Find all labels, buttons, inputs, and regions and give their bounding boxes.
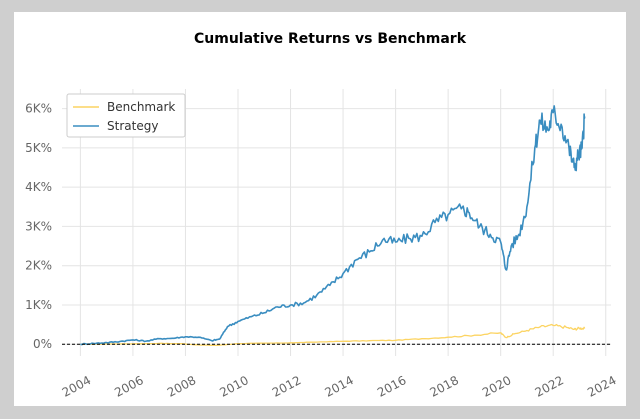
grid-layer: [62, 89, 611, 356]
y-tick-label: 3K%: [25, 219, 52, 233]
series-layer: [80, 105, 586, 347]
series-line-benchmark: [80, 323, 586, 347]
x-tick-label: 2022: [533, 373, 567, 400]
series-line-strategy: [80, 105, 586, 346]
y-tick-label: 5K%: [25, 141, 52, 155]
x-tick-label: 2014: [322, 373, 356, 400]
x-tick-label: 2024: [585, 373, 619, 400]
x-tick-label: 2018: [427, 373, 461, 400]
chart-panel: Cumulative Returns vs Benchmark 0% 1K% 2K%…: [14, 12, 626, 406]
x-tick-label: 2012: [270, 373, 304, 400]
x-tick-label: 2008: [165, 373, 199, 400]
y-tick-label: 1K%: [25, 298, 52, 312]
x-tick-label: 2006: [112, 373, 146, 400]
y-tick-label: 6K%: [25, 102, 52, 116]
y-tick-label: 4K%: [25, 180, 52, 194]
legend-label-benchmark: Benchmark: [107, 100, 175, 114]
y-tick-label: 0%: [33, 337, 52, 351]
x-tick-label: 2020: [480, 373, 514, 400]
chart-svg: Cumulative Returns vs Benchmark 0% 1K% 2K%…: [25, 31, 619, 400]
legend: Benchmark Strategy: [66, 93, 186, 138]
y-tick-label: 2K%: [25, 259, 52, 273]
x-tick-label: 2016: [375, 373, 409, 400]
legend-label-strategy: Strategy: [107, 119, 158, 133]
chart-title: Cumulative Returns vs Benchmark: [194, 31, 467, 47]
x-axis-ticks: 2004 2006 2008 2010 2012 2014 2016 2018 2020 2022…: [60, 373, 619, 400]
y-axis-ticks: 0% 1K% 2K% 3K% 4K% 5K% 6K%: [25, 102, 52, 352]
x-tick-label: 2010: [217, 373, 251, 400]
x-tick-label: 2004: [60, 373, 94, 400]
